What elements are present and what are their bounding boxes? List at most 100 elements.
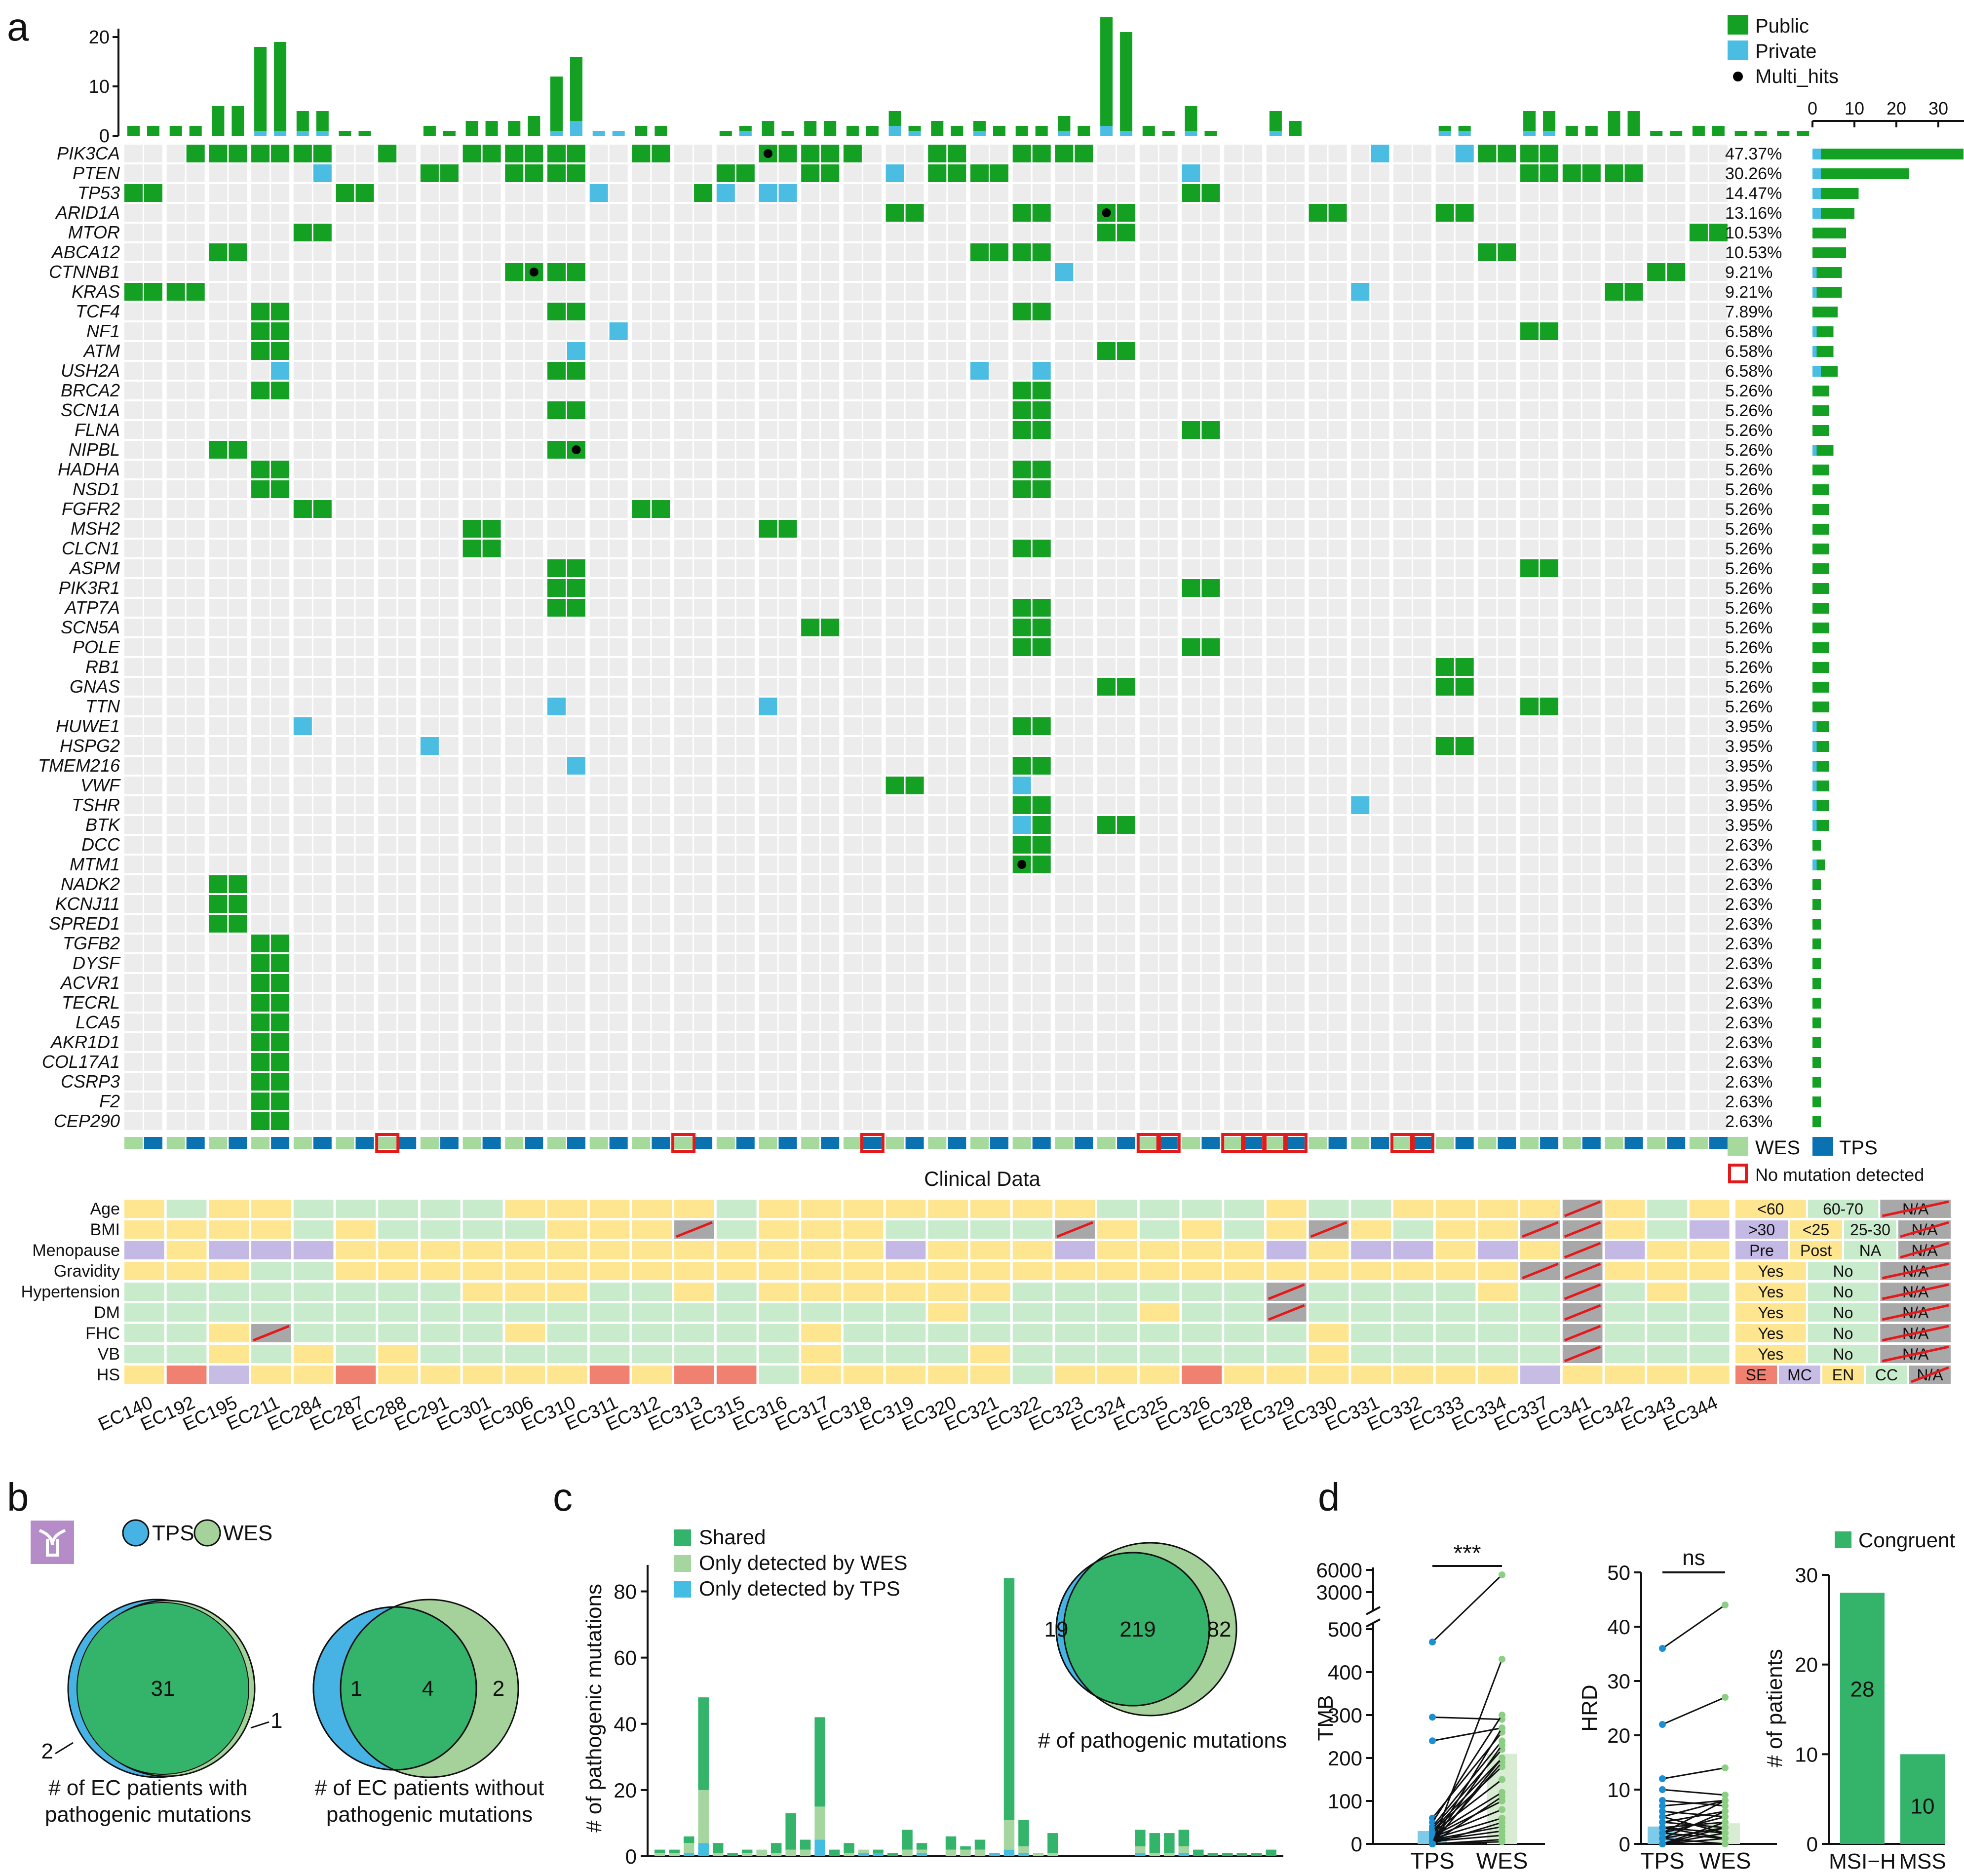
grid-cell	[1201, 382, 1220, 399]
clinical-na-slash	[1268, 1283, 1305, 1300]
grid-cell	[736, 263, 755, 281]
grid-cell	[1201, 954, 1220, 972]
grid-cell	[801, 342, 820, 360]
grid-cell	[378, 480, 397, 498]
grid-cell	[674, 796, 693, 814]
grid-cell	[1266, 1112, 1285, 1130]
grid-cell	[948, 777, 966, 794]
grid-cell	[778, 1033, 797, 1051]
clinical-cell	[970, 1200, 1010, 1218]
grid-cell	[336, 283, 354, 301]
grid-cell	[674, 145, 693, 162]
grid-cell	[1117, 362, 1136, 380]
grid-cell	[821, 816, 840, 834]
grid-cell	[229, 401, 247, 419]
clinical-legend-swatch	[1866, 1366, 1907, 1384]
clinical-legend-swatch	[1735, 1200, 1806, 1218]
grid-cell	[632, 816, 651, 834]
grid-cell	[1244, 638, 1263, 656]
grid-cell	[843, 559, 862, 577]
grid-cell	[589, 461, 608, 478]
grid-cell	[1455, 915, 1474, 933]
grid-cell	[1224, 401, 1243, 419]
grid-cell	[1182, 283, 1200, 301]
grid-cell	[1097, 283, 1116, 301]
grid-cell	[928, 204, 947, 222]
clinical-cell	[378, 1262, 418, 1280]
grid-cell	[1371, 164, 1389, 182]
grid-cell	[1224, 994, 1243, 1012]
grid-cell	[355, 401, 374, 419]
grid-cell	[1309, 994, 1327, 1012]
grid-cell	[1224, 421, 1243, 439]
grid-cell	[863, 1073, 882, 1091]
legend-no-mutation: No mutation detected	[1755, 1165, 1924, 1185]
grid-cell	[1201, 777, 1220, 794]
mutation-cell	[1520, 164, 1539, 182]
gene-frequency: 7.89%	[1725, 303, 1772, 321]
grid-cell	[652, 579, 670, 597]
grid-cell	[1244, 954, 1263, 972]
mutation-cell	[229, 145, 247, 162]
grid-cell	[801, 480, 820, 498]
grid-cell	[378, 342, 397, 360]
grid-cell	[378, 1014, 397, 1031]
grid-cell	[505, 737, 524, 755]
grid-cell	[1244, 915, 1263, 933]
grid-cell	[886, 441, 904, 459]
gene-bar-private	[1812, 326, 1817, 337]
grid-cell	[186, 184, 205, 202]
grid-cell	[547, 1112, 566, 1130]
grid-cell	[863, 757, 882, 775]
grid-cell	[1582, 1112, 1601, 1130]
grid-cell	[1328, 638, 1347, 656]
grid-cell	[589, 382, 608, 399]
clinical-legend-swatch	[1735, 1345, 1806, 1363]
grid-cell	[1435, 224, 1454, 241]
grid-cell	[355, 243, 374, 261]
grid-cell	[1478, 461, 1497, 478]
grid-cell	[759, 540, 777, 557]
grid-cell	[1582, 204, 1601, 222]
grid-cell	[1455, 184, 1474, 202]
grid-cell	[186, 342, 205, 360]
grid-cell	[1540, 875, 1559, 893]
grid-cell	[1647, 1112, 1666, 1130]
grid-cell	[886, 145, 904, 162]
grid-cell	[355, 935, 374, 952]
grid-cell	[567, 816, 585, 834]
grid-cell	[166, 559, 185, 577]
strip-tps	[1159, 1137, 1178, 1149]
grid-cell	[124, 1093, 143, 1110]
grid-cell	[736, 777, 755, 794]
mutation-cell	[547, 145, 566, 162]
grid-cell	[863, 342, 882, 360]
gene-frequency: 2.63%	[1725, 895, 1772, 914]
grid-cell	[652, 1073, 670, 1091]
clinical-cell	[1266, 1324, 1307, 1342]
grid-cell	[886, 1112, 904, 1130]
grid-cell	[355, 619, 374, 636]
grid-cell	[482, 757, 501, 775]
grid-cell	[990, 480, 1008, 498]
mutation-cell	[271, 342, 290, 360]
grid-cell	[1624, 678, 1643, 696]
grid-cell	[821, 559, 840, 577]
grid-cell	[990, 698, 1008, 715]
grid-cell	[632, 243, 651, 261]
grid-cell	[1371, 362, 1389, 380]
clinical-cell	[251, 1283, 291, 1301]
grid-cell	[1478, 796, 1497, 814]
grid-cell	[736, 283, 755, 301]
grid-cell	[1286, 184, 1305, 202]
grid-cell	[186, 619, 205, 636]
grid-cell	[1309, 184, 1327, 202]
mutation-cell	[759, 520, 777, 538]
grid-cell	[1286, 954, 1305, 972]
grid-cell	[1075, 421, 1093, 439]
mutation-cell	[1435, 658, 1454, 676]
clinical-cell	[547, 1345, 587, 1363]
clinical-cell	[166, 1283, 207, 1301]
grid-cell	[1478, 1014, 1497, 1031]
grid-cell	[863, 1112, 882, 1130]
